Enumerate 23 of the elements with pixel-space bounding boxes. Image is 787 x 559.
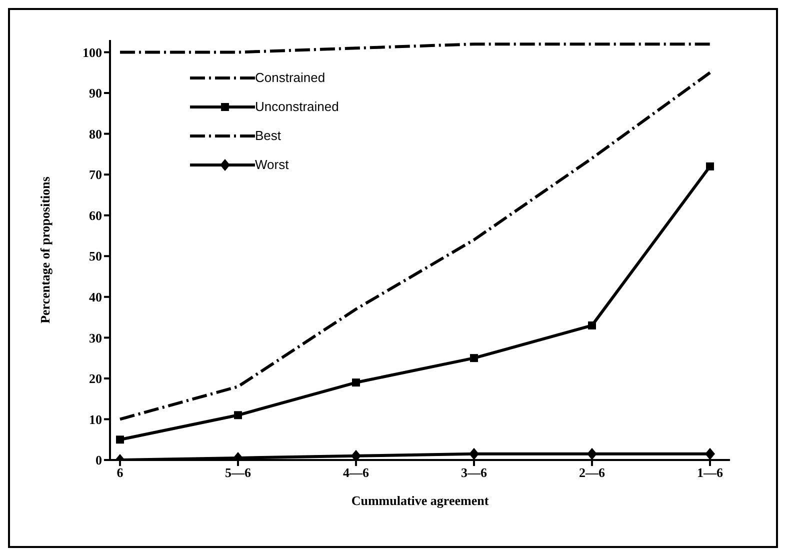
x-tick-label: 4—6 [343, 465, 370, 480]
x-tick-label: 2—6 [579, 465, 606, 480]
y-tick-label: 100 [82, 44, 102, 60]
y-tick-label: 50 [89, 248, 102, 264]
y-tick-label: 80 [89, 126, 102, 142]
y-tick-label: 70 [89, 167, 102, 182]
legend-label: Best [255, 128, 282, 143]
x-tick-label: 1—6 [697, 465, 724, 480]
x-tick-label: 6 [116, 465, 124, 480]
legend-label: Worst [255, 157, 289, 172]
x-axis-title: Cummulative agreement [351, 493, 490, 508]
y-tick-label: 10 [89, 412, 102, 427]
y-tick-label: 0 [96, 452, 102, 468]
legend-label: Constrained [255, 70, 326, 85]
y-tick-label: 20 [89, 371, 102, 386]
y-tick-label: 60 [89, 208, 102, 223]
legend-label: Unconstrained [255, 99, 339, 114]
y-tick-label: 90 [89, 86, 102, 101]
y-axis-title: Percentage of propositions [38, 176, 53, 324]
y-tick-label: 30 [89, 330, 102, 346]
x-tick-label: 3—6 [461, 465, 488, 480]
y-tick-label: 40 [89, 290, 102, 305]
x-tick-label: 5—6 [225, 465, 252, 480]
